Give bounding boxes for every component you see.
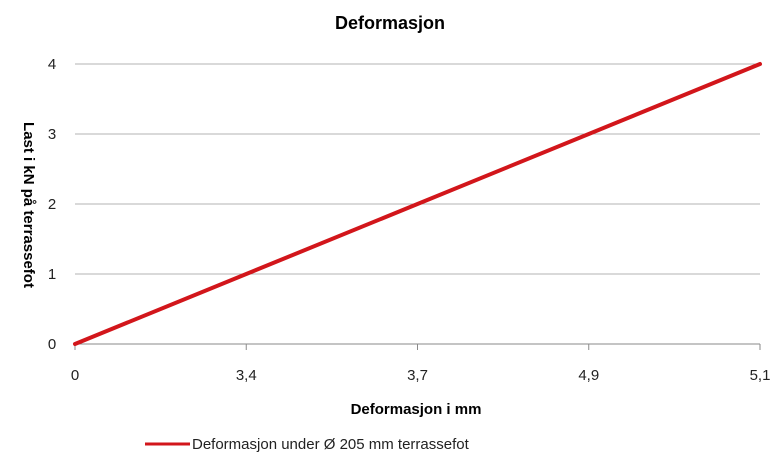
y-tick-label: 1 (48, 266, 56, 283)
x-tick-label: 3,4 (236, 367, 257, 384)
y-tick-labels: 0 1 2 3 4 (48, 56, 56, 353)
chart-title: Deformasjon (335, 13, 445, 33)
y-tick-label: 4 (48, 56, 56, 73)
x-axis (74, 343, 761, 350)
series-group (73, 62, 762, 346)
x-tick-label: 4,9 (578, 367, 599, 384)
y-tick-label: 3 (48, 126, 56, 143)
y-tick-label: 0 (48, 336, 56, 353)
series-line (73, 62, 762, 346)
grid-lines (75, 63, 760, 275)
x-tick-labels: 0 3,4 3,7 4,9 5,1 (71, 367, 771, 384)
legend: Deformasjon under Ø 205 mm terrassefot (145, 436, 470, 453)
x-tick-label: 0 (71, 367, 79, 384)
y-axis-title: Last i kN på terrassefot (20, 122, 37, 288)
legend-label: Deformasjon under Ø 205 mm terrassefot (192, 436, 470, 453)
x-axis-title: Deformasjon i mm (351, 401, 482, 418)
y-tick-label: 2 (48, 196, 56, 213)
x-tick-label: 3,7 (407, 367, 428, 384)
x-tick-label: 5,1 (750, 367, 771, 384)
